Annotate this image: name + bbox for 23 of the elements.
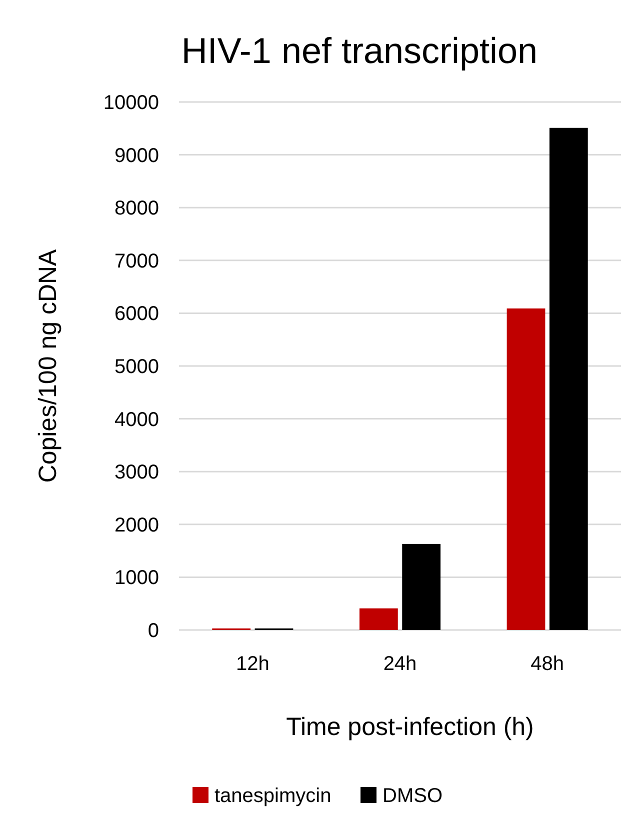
x-tick-label: 24h (383, 653, 417, 675)
y-tick-label: 9000 (114, 144, 159, 167)
legend-label: tanespimycin (214, 785, 332, 807)
y-tick-label: 3000 (114, 462, 159, 484)
y-tick-label: 1000 (114, 567, 159, 590)
x-tick-label: 48h (530, 653, 564, 675)
legend-label: DMSO (382, 785, 442, 807)
x-axis-title: Time post-infection (h) (286, 713, 534, 741)
x-tick-label: 12h (236, 653, 270, 675)
bar (402, 544, 441, 630)
bar (359, 608, 398, 630)
bar (549, 128, 588, 630)
y-tick-label: 10000 (103, 92, 159, 114)
y-tick-label: 8000 (114, 198, 159, 220)
y-tick-label: 6000 (114, 303, 159, 326)
y-tick-label: 5000 (114, 356, 159, 378)
y-tick-label: 0 (148, 620, 159, 642)
y-tick-label: 7000 (114, 250, 159, 272)
chart-title: HIV-1 nef transcription (181, 30, 538, 71)
y-tick-label: 4000 (114, 408, 159, 431)
bar (506, 308, 546, 630)
y-axis-title: Copies/100 ng cDNA (34, 248, 62, 483)
y-tick-label: 2000 (114, 514, 159, 536)
